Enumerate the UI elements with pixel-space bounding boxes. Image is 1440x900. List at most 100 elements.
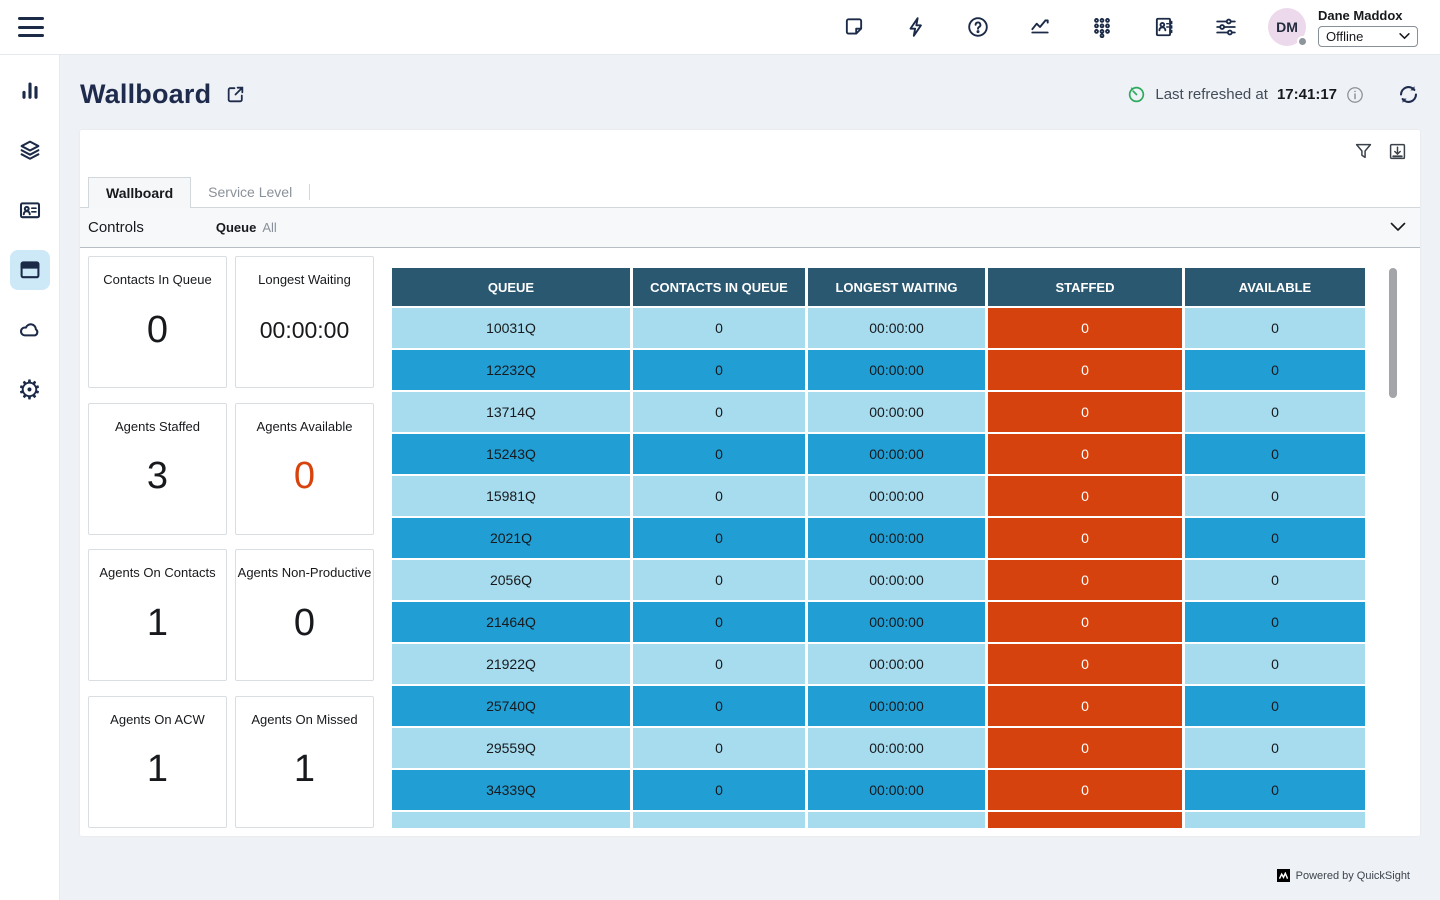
dialpad-icon[interactable] [1090, 15, 1114, 39]
table-row[interactable] [392, 812, 1365, 828]
table-row[interactable]: 13714Q 0 00:00:00 0 0 [392, 392, 1365, 432]
main-content: Wallboard Last refreshed at 17:41:17 [60, 55, 1440, 900]
cell-queue: 29559Q [392, 728, 630, 768]
queue-filter-control[interactable]: Queue All [216, 220, 277, 235]
kpi-value: 1 [147, 580, 168, 680]
table-row[interactable]: 15243Q 0 00:00:00 0 0 [392, 434, 1365, 474]
cell-queue: 15243Q [392, 434, 630, 474]
table-scrollbar[interactable] [1389, 268, 1397, 398]
cell-available [1185, 812, 1365, 828]
cell-staffed: 0 [988, 392, 1182, 432]
sidebar-item-wallboard[interactable] [10, 250, 50, 290]
analytics-icon[interactable] [1028, 15, 1052, 39]
cell-longest-waiting: 00:00:00 [808, 686, 985, 726]
table-row[interactable]: 12232Q 0 00:00:00 0 0 [392, 350, 1365, 390]
cell-available: 0 [1185, 350, 1365, 390]
sidebar-item-cloud[interactable] [10, 310, 50, 350]
kpi-value: 1 [147, 727, 168, 827]
cell-longest-waiting [808, 812, 985, 828]
status-select[interactable]: Offline [1318, 26, 1418, 47]
tab-service-level[interactable]: Service Level [191, 177, 309, 207]
table-header-cell: CONTACTS IN QUEUE [633, 268, 805, 306]
controls-bar: Controls Queue All [80, 208, 1420, 248]
cell-longest-waiting: 00:00:00 [808, 644, 985, 684]
table-row[interactable]: 21464Q 0 00:00:00 0 0 [392, 602, 1365, 642]
kpi-label: Agents Staffed [115, 419, 200, 434]
cell-available: 0 [1185, 644, 1365, 684]
cell-available: 0 [1185, 434, 1365, 474]
notes-icon[interactable] [842, 15, 866, 39]
cell-available: 0 [1185, 392, 1365, 432]
download-icon[interactable] [1389, 143, 1406, 160]
cell-available: 0 [1185, 602, 1365, 642]
cell-contacts-in-queue: 0 [633, 350, 805, 390]
kpi-card: Agents Non-Productive 0 [235, 549, 374, 681]
cell-available: 0 [1185, 308, 1365, 348]
status-value: Offline [1326, 29, 1363, 44]
sidebar-item-metrics[interactable] [10, 70, 50, 110]
queue-filter-value: All [262, 220, 276, 235]
tab-wallboard[interactable]: Wallboard [88, 177, 191, 208]
sidebar-item-queues[interactable] [10, 130, 50, 170]
quick-connects-icon[interactable] [904, 15, 928, 39]
kpi-value: 0 [294, 580, 315, 680]
kpi-card: Agents On ACW 1 [88, 696, 227, 828]
cell-available: 0 [1185, 476, 1365, 516]
cell-queue: 21464Q [392, 602, 630, 642]
cell-contacts-in-queue: 0 [633, 602, 805, 642]
table-row[interactable]: 2056Q 0 00:00:00 0 0 [392, 560, 1365, 600]
kpi-label: Agents On ACW [110, 712, 205, 727]
table-row[interactable]: 10031Q 0 00:00:00 0 0 [392, 308, 1365, 348]
kpi-card: Agents On Contacts 1 [88, 549, 227, 681]
sidebar-item-contacts[interactable] [10, 190, 50, 230]
cell-longest-waiting: 00:00:00 [808, 560, 985, 600]
cell-contacts-in-queue: 0 [633, 560, 805, 600]
table-row[interactable]: 25740Q 0 00:00:00 0 0 [392, 686, 1365, 726]
chevron-down-icon [1399, 32, 1410, 40]
agent-directory-icon[interactable] [1152, 15, 1176, 39]
cell-available: 0 [1185, 686, 1365, 726]
kpi-value: 0 [147, 287, 168, 387]
help-icon[interactable] [966, 15, 990, 39]
kpi-value: 1 [294, 727, 315, 827]
table-body: 10031Q 0 00:00:00 0 0 12232Q 0 00:00:00 [392, 308, 1365, 828]
kpi-label: Agents On Missed [251, 712, 357, 727]
info-icon[interactable] [1346, 86, 1364, 104]
open-in-new-window-icon[interactable] [225, 84, 246, 105]
cell-staffed: 0 [988, 770, 1182, 810]
avatar-initials: DM [1276, 19, 1298, 35]
sidebar-item-settings[interactable]: ⚙ [10, 370, 50, 410]
refresh-icon[interactable] [1397, 83, 1420, 106]
cell-longest-waiting: 00:00:00 [808, 602, 985, 642]
cell-longest-waiting: 00:00:00 [808, 392, 985, 432]
cell-longest-waiting: 00:00:00 [808, 518, 985, 558]
cell-staffed: 0 [988, 476, 1182, 516]
kpi-card: Longest Waiting 00:00:00 [235, 256, 374, 388]
kpi-value: 0 [294, 434, 315, 534]
settings-sliders-icon[interactable] [1214, 15, 1238, 39]
controls-collapse-chevron-icon[interactable] [1390, 219, 1406, 237]
cell-queue: 34339Q [392, 770, 630, 810]
cell-queue: 12232Q [392, 350, 630, 390]
queue-table-area: QUEUE CONTACTS IN QUEUE LONGEST WAITING … [392, 268, 1412, 828]
table-row[interactable]: 29559Q 0 00:00:00 0 0 [392, 728, 1365, 768]
table-row[interactable]: 15981Q 0 00:00:00 0 0 [392, 476, 1365, 516]
cell-staffed: 0 [988, 518, 1182, 558]
cell-longest-waiting: 00:00:00 [808, 476, 985, 516]
avatar[interactable]: DM [1268, 8, 1306, 46]
cell-longest-waiting: 00:00:00 [808, 350, 985, 390]
cell-contacts-in-queue [633, 812, 805, 828]
cell-longest-waiting: 00:00:00 [808, 434, 985, 474]
table-row[interactable]: 21922Q 0 00:00:00 0 0 [392, 644, 1365, 684]
table-row[interactable]: 2021Q 0 00:00:00 0 0 [392, 518, 1365, 558]
hamburger-menu-icon[interactable] [18, 17, 44, 37]
dashboard-panel: Wallboard Service Level Controls Queue A… [80, 130, 1420, 836]
cell-queue: 2021Q [392, 518, 630, 558]
cell-staffed [988, 812, 1182, 828]
filter-icon[interactable] [1355, 143, 1372, 160]
table-row[interactable]: 34339Q 0 00:00:00 0 0 [392, 770, 1365, 810]
tab-divider [309, 184, 310, 200]
cell-available: 0 [1185, 770, 1365, 810]
cell-queue: 25740Q [392, 686, 630, 726]
kpi-value: 3 [147, 434, 168, 534]
